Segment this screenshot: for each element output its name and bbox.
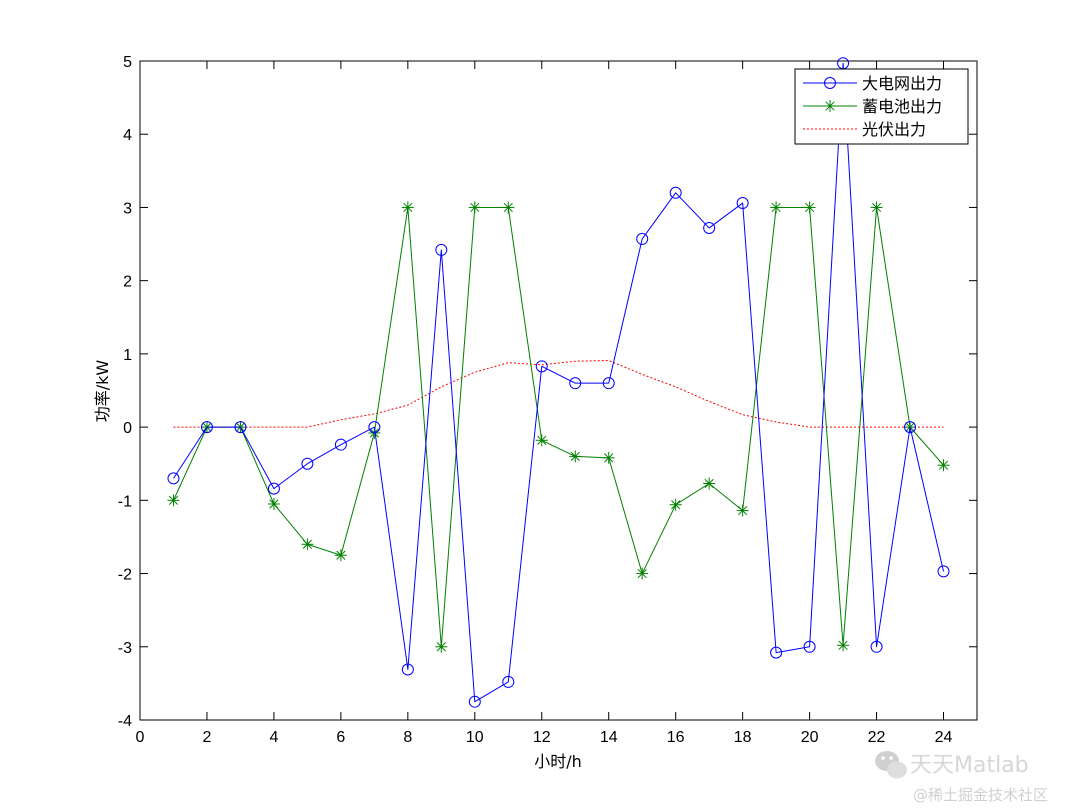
y-tick-label: 1: [123, 347, 132, 364]
data-point-battery-power: [602, 451, 615, 464]
data-point-grid-power: [535, 360, 548, 373]
x-tick-label: 8: [403, 729, 412, 746]
x-axis-label: 小时/h: [534, 752, 582, 771]
data-point-grid-power: [301, 457, 314, 470]
x-tick-label: 16: [667, 729, 685, 746]
x-tick-label: 6: [336, 729, 345, 746]
data-point-battery-power: [636, 567, 649, 580]
legend-marker-battery: [824, 100, 836, 112]
y-tick-label: -2: [118, 567, 132, 584]
data-point-battery-power: [301, 538, 314, 551]
series-battery-power: [167, 201, 950, 653]
series-layer: [167, 57, 950, 708]
data-point-grid-power: [267, 482, 280, 495]
data-point-battery-power: [468, 201, 481, 214]
x-tick-label: 12: [533, 729, 551, 746]
data-point-grid-power: [234, 421, 247, 434]
x-tick-label: 14: [600, 729, 618, 746]
data-point-battery-power: [334, 549, 347, 562]
y-tick-label: 0: [123, 420, 132, 437]
data-point-grid-power: [904, 421, 917, 434]
data-point-grid-power: [703, 221, 716, 234]
y-tick-label: 2: [123, 274, 132, 291]
watermark: 天天Matlab @稀土掘金技术社区: [875, 751, 1048, 804]
data-point-grid-power: [937, 565, 950, 578]
data-point-grid-power: [770, 646, 783, 659]
data-point-grid-power: [502, 675, 515, 688]
series-line-pv-power: [173, 359, 944, 428]
y-tick-label: -3: [118, 640, 132, 657]
watermark-subtitle: @稀土掘金技术社区: [913, 786, 1048, 804]
data-point-battery-power: [803, 201, 816, 214]
data-point-battery-power: [770, 201, 783, 214]
data-point-grid-power: [200, 421, 213, 434]
data-point-grid-power: [636, 232, 649, 245]
wechat-icon: [875, 751, 907, 779]
y-axis-label: 功率/kW: [93, 360, 112, 423]
x-tick-label: 18: [734, 729, 752, 746]
legend-label-grid: 大电网出力: [862, 74, 942, 93]
y-tick-label: -1: [118, 493, 132, 510]
series-grid-power: [167, 57, 950, 708]
data-point-battery-power: [502, 201, 515, 214]
data-point-grid-power: [334, 438, 347, 451]
data-point-battery-power: [267, 497, 280, 510]
data-point-grid-power: [167, 472, 180, 485]
series-line-grid-power: [173, 62, 945, 703]
data-point-grid-power: [602, 377, 615, 390]
legend-marker-grid: [824, 77, 836, 89]
data-point-battery-power: [937, 459, 950, 472]
data-point-grid-power: [669, 186, 682, 199]
data-point-grid-power: [401, 663, 414, 676]
data-point-battery-power: [703, 477, 716, 490]
data-point-grid-power: [368, 421, 381, 434]
x-tick-label: 10: [466, 729, 484, 746]
data-point-grid-power: [569, 377, 582, 390]
x-tick-label: 20: [801, 729, 819, 746]
watermark-title: 天天Matlab: [910, 753, 1029, 778]
y-tick-label: 4: [123, 127, 132, 144]
legend-label-pv: 光伏出力: [862, 120, 926, 139]
legend: 大电网出力 蓄电池出力 光伏出力: [794, 68, 969, 145]
x-tick-label: 4: [269, 729, 278, 746]
x-tick-label: 0: [136, 729, 145, 746]
data-point-battery-power: [736, 504, 749, 517]
plot-area: [139, 60, 978, 721]
data-point-battery-power: [435, 640, 448, 653]
data-point-grid-power: [870, 640, 883, 653]
data-point-battery-power: [569, 450, 582, 463]
x-tick-label: 22: [868, 729, 886, 746]
series-line-battery-power: [173, 206, 944, 648]
y-tick-label: 5: [123, 54, 132, 71]
data-point-grid-power: [468, 695, 481, 708]
x-tick-label: 24: [935, 729, 953, 746]
data-point-grid-power: [736, 197, 749, 210]
legend-label-battery: 蓄电池出力: [862, 97, 942, 116]
y-tick-label: -4: [118, 713, 132, 730]
data-point-battery-power: [535, 434, 548, 447]
y-tick-label: 3: [123, 200, 132, 217]
data-point-battery-power: [669, 498, 682, 511]
x-tick-label: 2: [203, 729, 212, 746]
data-point-battery-power: [837, 639, 850, 652]
series-pv-power: [173, 359, 944, 428]
data-point-battery-power: [401, 201, 414, 214]
data-point-grid-power: [803, 640, 816, 653]
data-point-grid-power: [435, 243, 448, 256]
data-point-battery-power: [870, 201, 883, 214]
data-point-battery-power: [167, 494, 180, 507]
